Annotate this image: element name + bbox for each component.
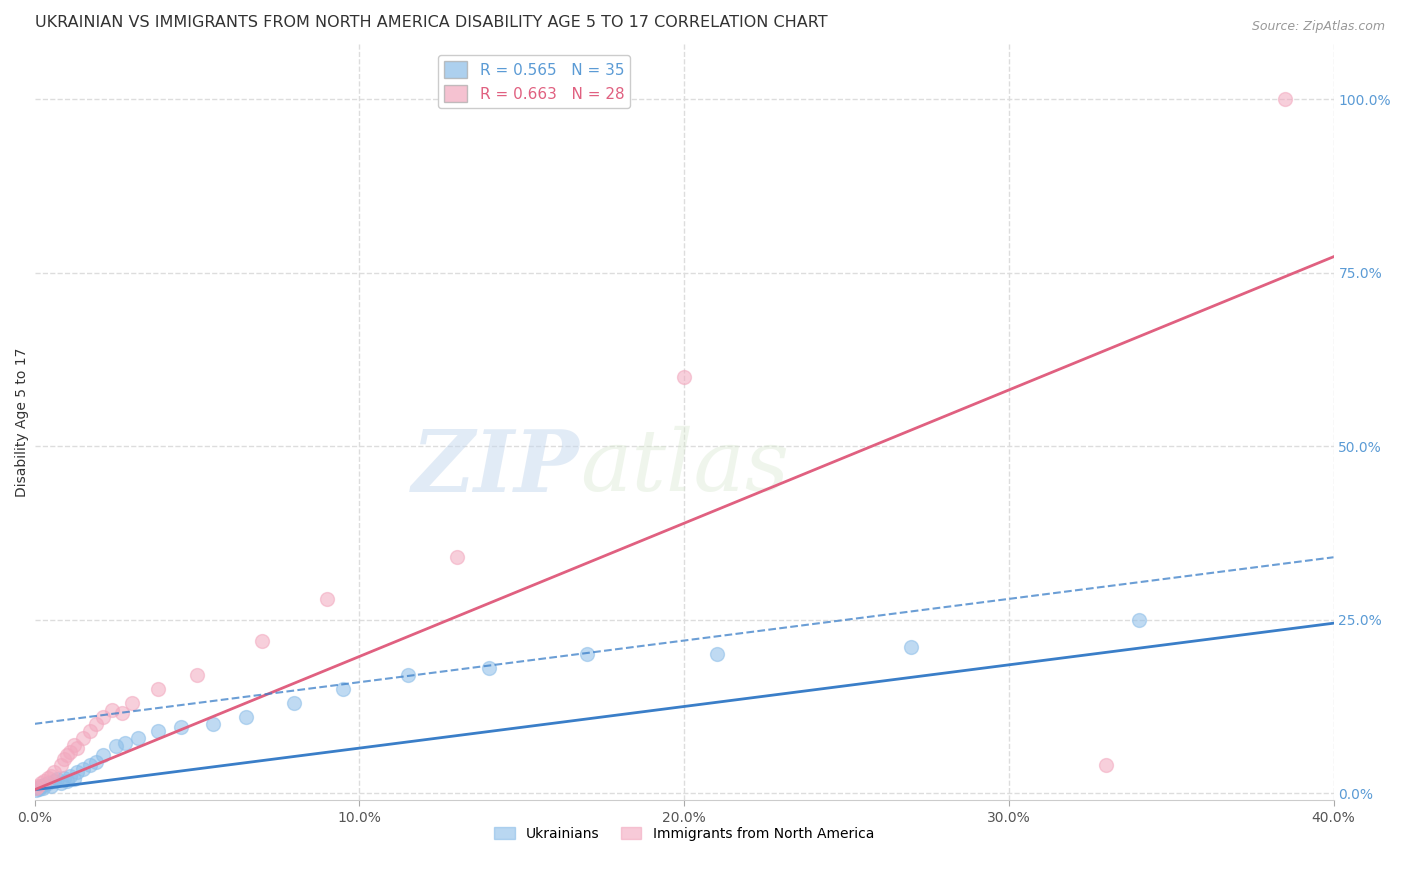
- Point: [146, 723, 169, 738]
- Point: [283, 696, 305, 710]
- Point: [396, 668, 419, 682]
- Point: [101, 703, 124, 717]
- Point: [1274, 92, 1296, 106]
- Point: [79, 758, 101, 772]
- Point: [111, 706, 134, 721]
- Point: [66, 741, 89, 756]
- Point: [900, 640, 922, 655]
- Point: [25, 780, 48, 795]
- Point: [49, 758, 72, 772]
- Point: [39, 769, 62, 783]
- Point: [91, 710, 114, 724]
- Point: [478, 661, 501, 675]
- Point: [37, 771, 59, 785]
- Point: [30, 776, 52, 790]
- Point: [202, 716, 225, 731]
- Point: [59, 769, 82, 783]
- Point: [72, 762, 94, 776]
- Point: [91, 747, 114, 762]
- Point: [673, 369, 696, 384]
- Point: [37, 776, 59, 790]
- Point: [25, 782, 48, 797]
- Point: [42, 765, 65, 780]
- Point: [62, 738, 84, 752]
- Text: Source: ZipAtlas.com: Source: ZipAtlas.com: [1251, 20, 1385, 33]
- Point: [84, 716, 107, 731]
- Point: [59, 745, 82, 759]
- Point: [31, 781, 53, 796]
- Point: [52, 771, 75, 785]
- Point: [1128, 613, 1150, 627]
- Point: [84, 755, 107, 769]
- Point: [170, 720, 193, 734]
- Point: [42, 773, 65, 788]
- Point: [46, 772, 69, 787]
- Text: atlas: atlas: [581, 426, 789, 508]
- Legend: Ukrainians, Immigrants from North America: Ukrainians, Immigrants from North Americ…: [489, 822, 879, 847]
- Point: [28, 782, 51, 797]
- Point: [52, 751, 75, 765]
- Point: [446, 550, 468, 565]
- Point: [315, 591, 337, 606]
- Point: [127, 731, 149, 745]
- Text: UKRAINIAN VS IMMIGRANTS FROM NORTH AMERICA DISABILITY AGE 5 TO 17 CORRELATION CH: UKRAINIAN VS IMMIGRANTS FROM NORTH AMERI…: [35, 15, 827, 30]
- Point: [332, 682, 354, 697]
- Point: [114, 736, 136, 750]
- Point: [1095, 758, 1118, 772]
- Point: [27, 780, 49, 794]
- Point: [27, 780, 49, 795]
- Point: [30, 780, 52, 794]
- Point: [34, 778, 56, 792]
- Point: [49, 776, 72, 790]
- Point: [235, 710, 257, 724]
- Text: ZIP: ZIP: [412, 425, 581, 509]
- Point: [575, 648, 598, 662]
- Point: [79, 723, 101, 738]
- Point: [34, 773, 56, 788]
- Point: [62, 772, 84, 787]
- Point: [66, 765, 89, 780]
- Point: [72, 731, 94, 745]
- Point: [706, 648, 728, 662]
- Point: [56, 747, 79, 762]
- Point: [250, 633, 273, 648]
- Point: [39, 780, 62, 794]
- Point: [146, 682, 169, 697]
- Point: [186, 668, 208, 682]
- Point: [104, 739, 127, 753]
- Point: [56, 773, 79, 788]
- Y-axis label: Disability Age 5 to 17: Disability Age 5 to 17: [15, 347, 30, 497]
- Point: [121, 696, 143, 710]
